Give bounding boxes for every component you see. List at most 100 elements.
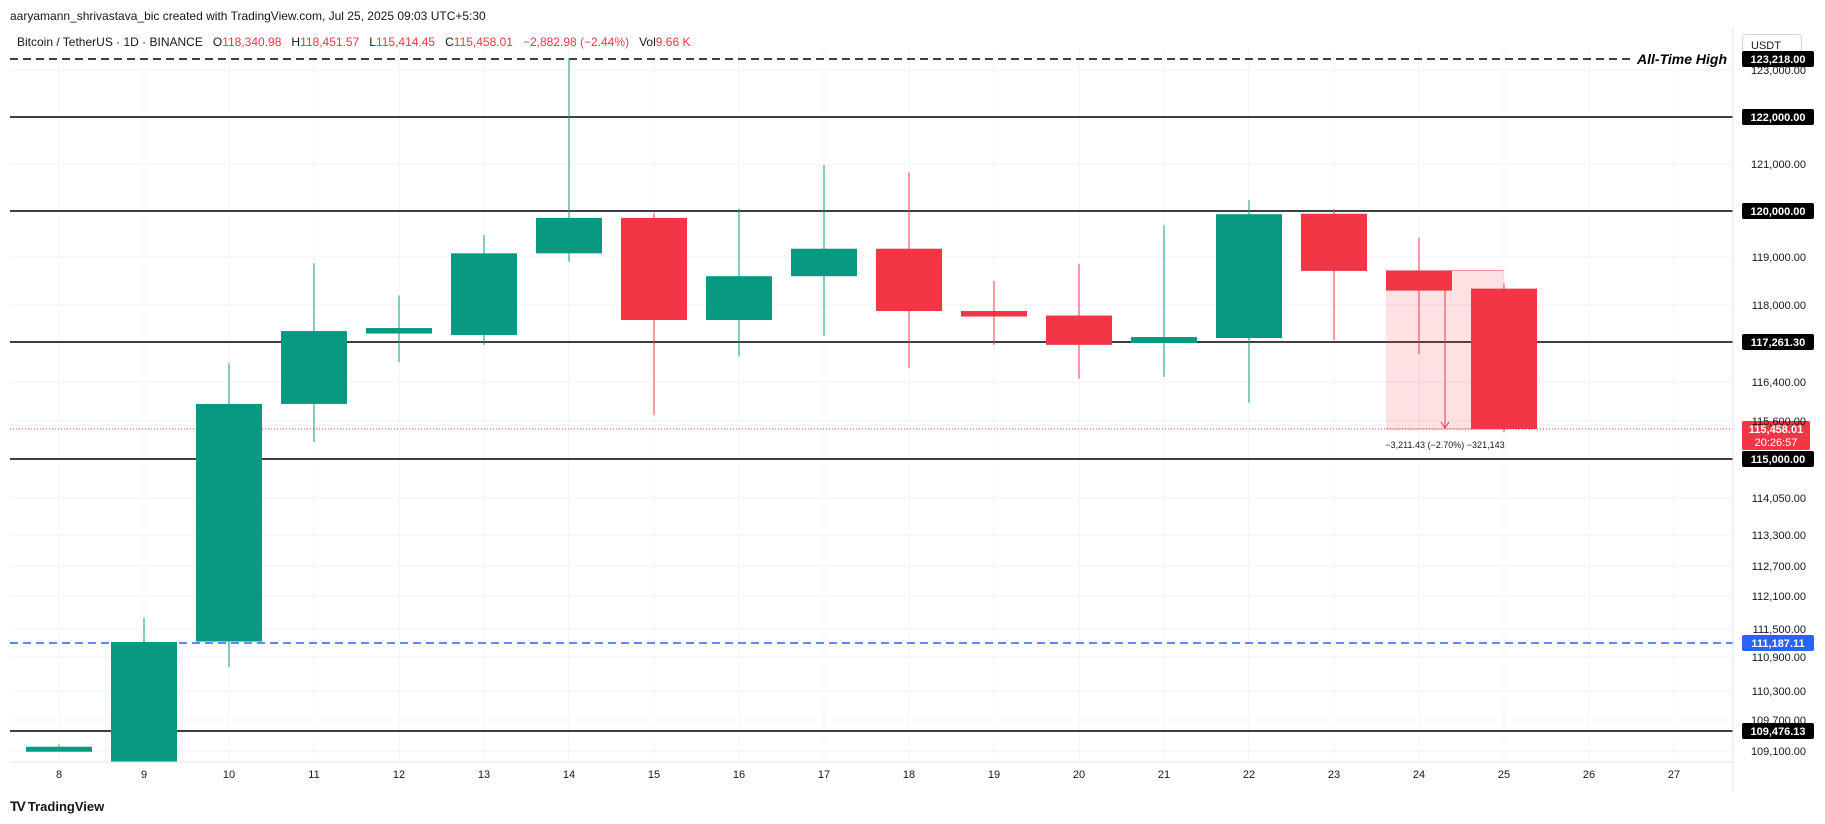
x-tick-label: 25 [1498, 769, 1510, 781]
x-tick-label: 14 [563, 769, 575, 781]
symbol-name[interactable]: Bitcoin / TetherUS · 1D · BINANCE [17, 35, 203, 49]
level-price-tag [1742, 51, 1814, 67]
candle [281, 263, 347, 442]
level-price-text: 120,000.00 [1750, 206, 1805, 218]
level-price-tag [1742, 334, 1814, 350]
y-tick-label: 114,050.00 [1752, 493, 1806, 505]
y-tick-label: 119,000.00 [1752, 252, 1806, 264]
candle [961, 281, 1027, 345]
currency-selector[interactable]: USDT [1742, 34, 1802, 56]
candles [26, 58, 1537, 762]
candle-body [366, 328, 432, 334]
x-tick-label: 27 [1668, 769, 1680, 781]
measure-arrow-head [1440, 421, 1450, 429]
candle-body [706, 276, 772, 321]
candle [451, 234, 517, 345]
x-tick-label: 19 [988, 769, 1000, 781]
x-tick-label: 11 [308, 769, 319, 781]
x-tick-label: 26 [1583, 769, 1595, 781]
measure-label: −3,211.43 (−2.70%) −321,143 [1385, 440, 1504, 450]
x-tick-label: 23 [1328, 769, 1340, 781]
level-price-text: 117,261.30 [1751, 337, 1805, 349]
last-price-text: 115,458.01 [1749, 424, 1803, 436]
open-label: O [212, 35, 223, 49]
candle-body [536, 217, 602, 254]
candle [111, 618, 177, 762]
x-tick-label: 16 [733, 769, 745, 781]
x-tick-label: 15 [648, 769, 660, 781]
level-price-tag [1742, 203, 1814, 219]
level-price-text: 122,000.00 [1750, 112, 1805, 124]
level-price-text: 115,000.00 [1751, 454, 1805, 466]
low-value: 115,414.45 [375, 35, 436, 49]
tradingview-logo-icon: TV [10, 798, 26, 814]
candle [1386, 237, 1452, 355]
candle-body [1386, 270, 1452, 291]
close-label: C [445, 35, 454, 49]
candle-body [26, 746, 92, 752]
tradingview-logo[interactable]: TV TradingView [10, 798, 104, 814]
y-tick-label: 110,300.00 [1752, 686, 1806, 698]
level-price-tag [1742, 635, 1814, 651]
low-label: L [369, 35, 376, 49]
candle-body [1131, 337, 1197, 343]
candle-body [451, 253, 517, 336]
y-tick-label: 112,700.00 [1752, 561, 1806, 573]
horizontal-levels: 123,218.00 All-Time High 122,000.00 120,000… [10, 50, 1814, 739]
level-price-text: 123,218.00 [1750, 54, 1805, 66]
candle-body [111, 641, 177, 762]
x-tick-label: 9 [141, 769, 147, 781]
high-value: 118,451.57 [300, 35, 360, 49]
candle [1471, 283, 1537, 432]
level-label-bg [1635, 50, 1733, 68]
candle-body [961, 311, 1027, 317]
candle [536, 58, 602, 262]
level-price-tag [1742, 109, 1814, 125]
open-value: 118,340.98 [222, 35, 282, 49]
y-tick-label: 115,600.00 [1752, 416, 1806, 428]
candle-body [196, 403, 262, 642]
x-tick-label: 10 [223, 769, 235, 781]
level-price-tag [1742, 451, 1814, 467]
y-tick-label: 109,700.00 [1751, 715, 1806, 727]
candle [1301, 209, 1367, 341]
close-value: 115,458.01 [453, 35, 513, 49]
y-tick-label: 112,100.00 [1752, 591, 1806, 603]
candle-body [1471, 288, 1537, 429]
y-tick-label: 118,000.00 [1752, 300, 1806, 312]
candle [196, 363, 262, 668]
countdown-text: 20:26:57 [1755, 437, 1798, 449]
change-value: −2,882.98 (−2.44%) [522, 35, 630, 49]
level-price-text: 111,187.11 [1751, 638, 1804, 650]
symbol-legend: Bitcoin / TetherUS · 1D · BINANCE O118,3… [17, 35, 690, 49]
candle [26, 744, 92, 752]
axes: 123,000.00 121,000.00 119,000.00 118,000.00… [10, 28, 1806, 790]
candle-body [1301, 213, 1367, 271]
candle-body [1216, 214, 1282, 339]
candle [1046, 263, 1112, 379]
candle-body [621, 217, 687, 321]
x-tick-label: 18 [903, 769, 915, 781]
measure-tool[interactable]: −3,211.43 (−2.70%) −321,143 [1385, 269, 1505, 450]
x-tick-label: 13 [478, 769, 490, 781]
chart-attribution: aaryamann_shrivastava_bic created with T… [10, 9, 486, 23]
candle [366, 295, 432, 363]
last-price-tag [1742, 421, 1810, 450]
candle-body [791, 248, 857, 277]
level-label: All-Time High [1636, 51, 1727, 67]
candle [706, 208, 772, 357]
candle-body [876, 248, 942, 312]
x-tick-label: 8 [56, 769, 62, 781]
candle [621, 213, 687, 416]
y-tick-label: 109,100.00 [1751, 746, 1806, 758]
x-tick-label: 20 [1073, 769, 1085, 781]
level-price-tag [1742, 723, 1814, 739]
y-tick-label: 116,400.00 [1752, 377, 1806, 389]
tradingview-logo-text: TradingView [27, 798, 105, 814]
y-tick-label: 113,300.00 [1752, 530, 1806, 542]
y-tick-label: 123,000.00 [1751, 65, 1806, 77]
volume-value: 9.66 K [655, 35, 691, 49]
x-tick-label: 12 [393, 769, 405, 781]
x-tick-label: 17 [818, 769, 830, 781]
